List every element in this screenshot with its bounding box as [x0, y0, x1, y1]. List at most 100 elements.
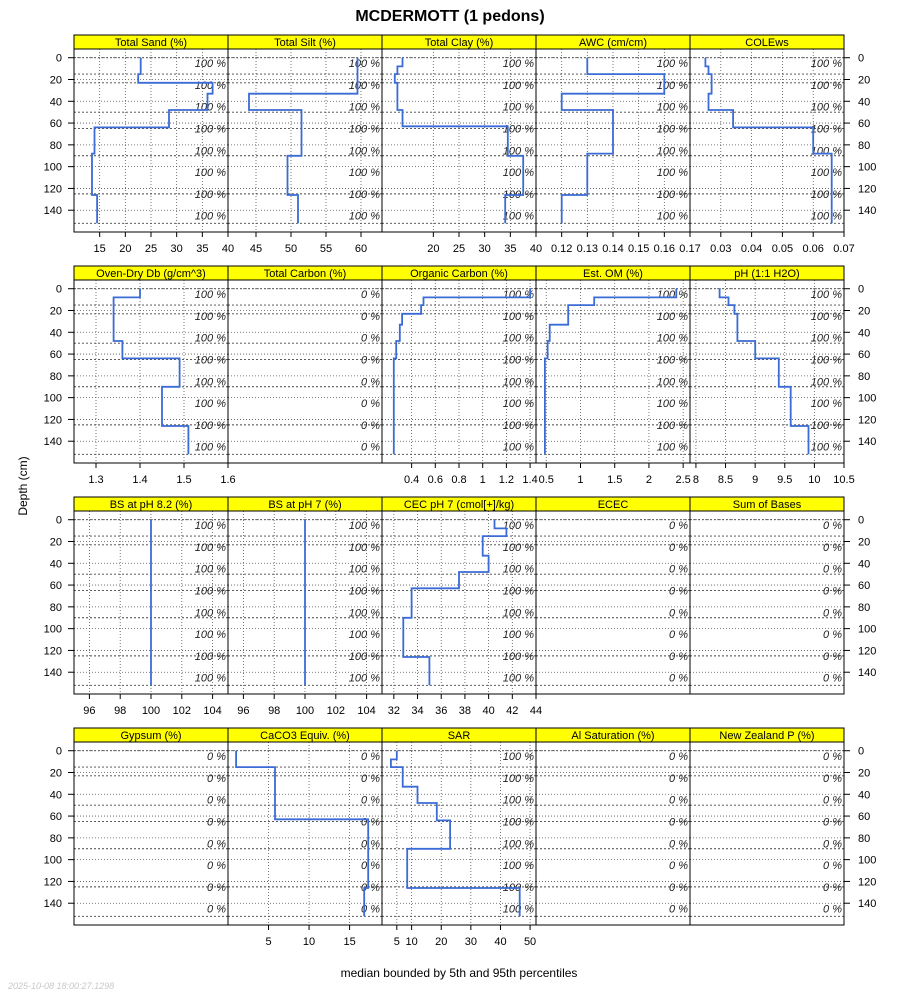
depth-tick-label: 0	[56, 53, 62, 65]
percent-label: 100 %	[195, 58, 226, 70]
percent-label: 100 %	[503, 311, 534, 323]
x-axis-label: median bounded by 5th and 95th percentil…	[341, 966, 578, 980]
percent-label: 0 %	[823, 817, 842, 829]
x-tick-label: 0.03	[710, 243, 731, 255]
percent-label: 0 %	[361, 398, 380, 410]
x-tick-label: 102	[327, 705, 345, 717]
percent-label: 100 %	[503, 860, 534, 872]
depth-axis-row-1: 0 0 20 20 40 40 60 60 80 80 100 100 120 120 140 140	[44, 53, 877, 217]
percent-label: 100 %	[657, 211, 688, 223]
percent-label: 100 %	[349, 651, 380, 663]
depth-tick-label: 100	[44, 162, 62, 174]
percent-label: 0 %	[823, 607, 842, 619]
percent-label: 100 %	[811, 124, 842, 136]
percent-label: 100 %	[657, 80, 688, 92]
depth-tick-label: 80	[50, 602, 62, 614]
percent-label: 0 %	[207, 773, 226, 785]
y-axis-label: Depth (cm)	[16, 456, 30, 515]
panel-frame	[227, 741, 383, 926]
percent-label: 100 %	[503, 904, 534, 916]
percent-label: 100 %	[195, 211, 226, 223]
x-tick-label: 1.5	[176, 474, 191, 486]
percent-label: 100 %	[503, 838, 534, 850]
percent-label: 100 %	[811, 102, 842, 114]
depth-tick-label: 60	[50, 118, 62, 130]
x-tick-label: 96	[237, 705, 249, 717]
percent-label: 100 %	[349, 629, 380, 641]
percent-label: 100 %	[811, 376, 842, 388]
percent-label: 100 %	[503, 773, 534, 785]
percent-label: 100 %	[349, 145, 380, 157]
depth-tick-label: 140	[858, 667, 876, 679]
percent-label: 100 %	[195, 629, 226, 641]
percent-label: 0 %	[669, 673, 688, 685]
percent-label: 100 %	[195, 189, 226, 201]
percent-label: 100 %	[195, 564, 226, 576]
panel-colews: COLEws 100 % 100 % 100 % 100 % 100 % 100 % 100 …	[689, 34, 855, 255]
median-profile-line	[544, 288, 678, 455]
x-tick-label: 32	[388, 705, 400, 717]
panel-frame	[381, 741, 537, 926]
x-tick-label: 35	[504, 243, 516, 255]
depth-tick-label: 20	[50, 75, 62, 87]
median-profile-line	[389, 750, 521, 917]
x-tick-label: 1.5	[607, 474, 622, 486]
depth-tick-label: 120	[44, 645, 62, 657]
percent-label: 100 %	[349, 520, 380, 532]
percent-label: 100 %	[195, 651, 226, 663]
strip-label: Gypsum (%)	[120, 730, 181, 742]
panel-caco3-equiv: CaCO3 Equiv. (%) 0 % 0 % 0 % 0 % 0 % 0 % 0 % 0 %…	[227, 727, 383, 948]
strip-label: CEC pH 7 (cmol[+]/kg)	[404, 499, 514, 511]
strip-label: New Zealand P (%)	[719, 730, 814, 742]
x-tick-label: 55	[320, 243, 332, 255]
depth-tick-label: 20	[50, 306, 62, 318]
percent-label: 100 %	[503, 355, 534, 367]
percent-label: 0 %	[669, 773, 688, 785]
panel-frame	[689, 48, 845, 233]
percent-label: 100 %	[503, 520, 534, 532]
percent-label: 100 %	[811, 311, 842, 323]
percent-label: 100 %	[349, 542, 380, 554]
percent-label: 0 %	[361, 442, 380, 454]
percent-label: 100 %	[811, 355, 842, 367]
depth-tick-label: 20	[858, 75, 870, 87]
depth-tick-label: 60	[50, 811, 62, 823]
percent-label: 100 %	[503, 651, 534, 663]
panel-total-sand: Total Sand (%) 100 % 100 % 100 % 100 % 100 % 1…	[73, 34, 234, 255]
depth-tick-label: 20	[858, 537, 870, 549]
percent-label: 0 %	[669, 651, 688, 663]
depth-tick-label: 40	[858, 327, 870, 339]
x-tick-label: 60	[355, 243, 367, 255]
strip-label: Est. OM (%)	[583, 268, 643, 280]
x-tick-label: 9.5	[777, 474, 792, 486]
x-tick-label: 0.15	[628, 243, 649, 255]
percent-label: 100 %	[195, 442, 226, 454]
strip-label: COLEws	[745, 37, 789, 49]
panel-est-om: Est. OM (%) 100 % 100 % 100 % 100 % 100 % 100 …	[535, 265, 691, 486]
median-profile-line	[560, 57, 666, 224]
x-tick-label: 0.04	[741, 243, 762, 255]
percent-label: 100 %	[349, 211, 380, 223]
percent-label: 100 %	[195, 520, 226, 532]
percent-label: 100 %	[195, 420, 226, 432]
x-tick-label: 15	[94, 243, 106, 255]
x-tick-label: 1	[480, 474, 486, 486]
percent-label: 0 %	[361, 420, 380, 432]
panel-frame	[73, 279, 229, 464]
strip-label: Al Saturation (%)	[571, 730, 654, 742]
percent-label: 0 %	[669, 904, 688, 916]
percent-label: 0 %	[823, 651, 842, 663]
x-tick-label: 1.2	[499, 474, 514, 486]
median-profile-line	[393, 57, 525, 224]
x-tick-label: 104	[203, 705, 221, 717]
percent-label: 100 %	[657, 398, 688, 410]
depth-tick-label: 80	[50, 371, 62, 383]
median-profile-line	[112, 288, 190, 455]
depth-tick-label: 100	[858, 855, 876, 867]
percent-label: 0 %	[207, 817, 226, 829]
median-profile-line	[718, 288, 810, 455]
median-profile-line	[248, 57, 359, 224]
depth-tick-label: 140	[44, 898, 62, 910]
depth-tick-label: 60	[858, 349, 870, 361]
depth-tick-label: 120	[858, 183, 876, 195]
